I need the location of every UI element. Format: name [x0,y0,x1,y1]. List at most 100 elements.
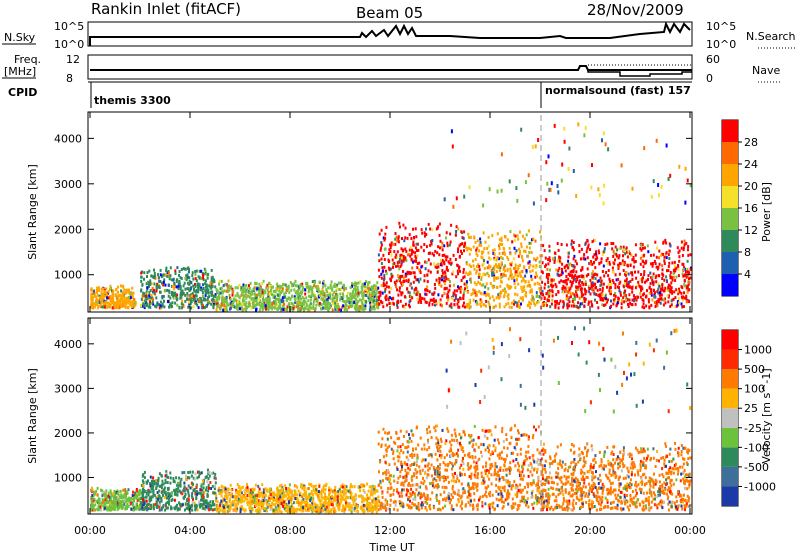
velocity-echo-cell [132,497,135,501]
power-echo-cell [599,276,602,280]
power-echo-cell [625,277,628,281]
power-echo-cell [343,288,346,292]
power-echo-cell [558,266,561,270]
power-echo-cell [363,293,366,297]
power-echo-cell [550,181,553,186]
power-echo-cell [524,180,527,185]
power-echo-cell [505,302,508,306]
power-echo-cell [451,144,454,149]
power-echo-cell [166,288,169,292]
power-echo-cell [354,290,357,294]
power-echo-cell [570,239,573,243]
power-echo-cell [416,297,419,301]
velocity-echo-cell [215,496,218,500]
power-echo-cell [675,275,678,279]
power-echo-cell [531,269,534,273]
power-echo-cell [550,281,553,285]
power-echo-cell [190,294,193,298]
power-echo-cell [411,251,414,255]
power-echo-cell [557,306,560,310]
power-echo-cell [218,279,221,283]
power-echo-cell [165,269,168,273]
power-echo-cell [475,293,478,297]
power-echo-cell [651,278,654,282]
velocity-echo-cell [116,497,119,501]
power-echo-cell [524,250,527,254]
power-echo-cell [486,266,489,270]
power-echo-cell [273,306,276,310]
power-echo-cell [578,244,581,247]
power-echo-cell [585,289,588,293]
power-echo-cell [296,296,299,300]
power-echo-cell [488,303,491,307]
power-echo-cell [685,275,688,279]
power-echo-cell [288,302,291,306]
power-echo-cell [557,269,560,273]
power-echo-cell [611,266,614,270]
power-echo-cell [194,283,196,286]
power-echo-cell [377,300,380,304]
power-echo-cell [293,296,296,300]
power-echo-cell [628,298,631,302]
velocity-echo-cell [297,489,300,493]
velocity-echo-cell [147,488,150,492]
velocity-echo-cell [165,470,168,474]
velocity-echo-cell [312,493,315,497]
power-echo-cell [549,305,552,309]
power-echo-cell [539,289,541,293]
velocity-echo-cell [187,494,190,498]
power-echo-cell [564,288,567,292]
power-echo-cell [605,271,608,274]
power-echo-cell [647,300,650,304]
power-echo-cell [200,269,203,273]
velocity-echo-cell [153,481,156,485]
power-echo-cell [413,275,416,279]
power-echo-cell [402,248,405,252]
velocity-echo-cell [112,492,115,496]
power-echo-cell [580,291,583,295]
velocity-echo-cell [109,498,112,502]
velocity-echo-cell [185,474,187,478]
velocity-echo-cell [122,488,125,492]
power-echo-cell [609,286,612,290]
power-echo-cell [378,275,381,279]
power-echo-cell [260,288,263,292]
velocity-echo-cell [246,497,249,501]
power-echo-cell [473,235,476,239]
power-echo-cell [364,285,367,289]
power-echo-cell [507,301,510,305]
power-echo-cell [543,249,546,253]
velocity-echo-cell [205,475,208,479]
velocity-echo-cell [217,489,220,493]
power-echo-cell [588,290,591,294]
power-echo-cell [167,271,170,275]
power-echo-cell [650,292,653,295]
velocity-echo-cell [293,484,296,488]
power-echo-cell [225,300,228,303]
power-echo-cell [384,296,387,300]
power-echo-cell [210,282,213,286]
power-echo-cell [650,293,653,297]
power-echo-cell [362,291,365,295]
power-echo-cell [657,193,660,198]
power-echo-cell [388,296,391,300]
velocity-echo-cell [96,493,99,497]
power-echo-cell [91,288,93,292]
power-echo-cell [390,253,393,257]
power-echo-cell [569,286,572,290]
power-echo-cell [104,301,107,305]
power-echo-cell [316,288,318,292]
power-echo-cell [244,303,247,307]
power-echo-cell [353,300,356,304]
velocity-echo-cell [334,509,337,513]
power-colorbar-label: Power [dB] [760,182,773,242]
power-echo-cell [687,282,690,286]
power-echo-cell [576,275,579,279]
velocity-echo-cell [274,503,277,506]
velocity-echo-cell [350,492,353,496]
velocity-echo-cell [191,492,194,495]
power-echo-cell [98,299,101,303]
power-echo-cell [509,262,511,266]
power-echo-cell [327,286,330,290]
velocity-echo-cell [160,491,163,494]
